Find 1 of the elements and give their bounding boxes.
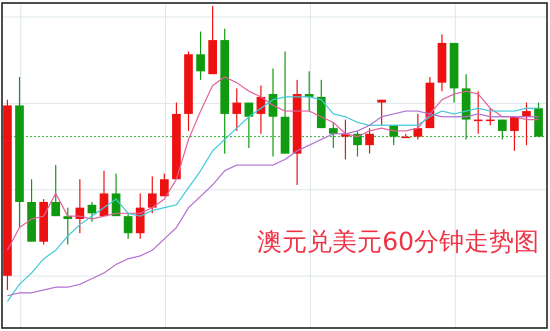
annotation: 澳元兑美元60分钟走势图: [257, 227, 539, 256]
